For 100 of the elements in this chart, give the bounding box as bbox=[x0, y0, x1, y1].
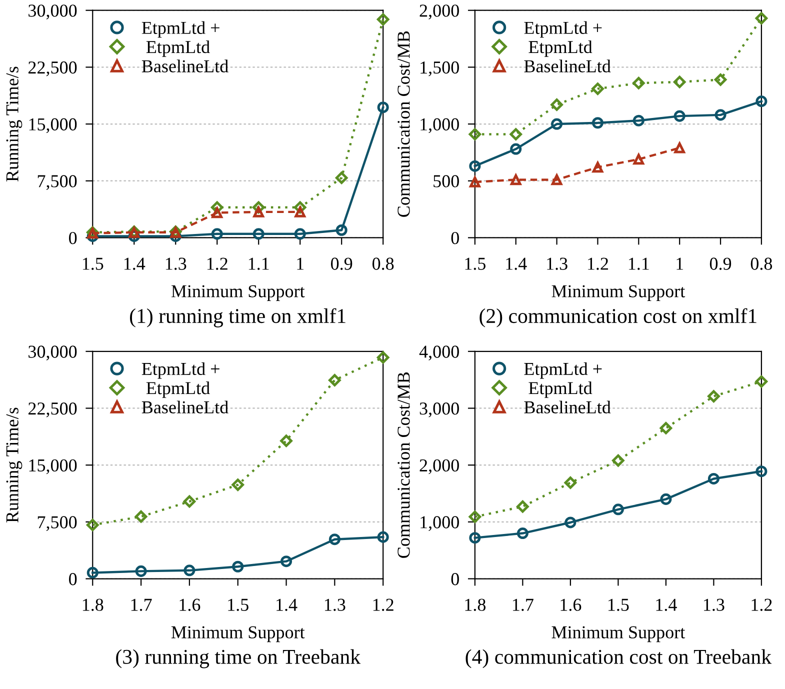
legend-label: EtpmLtd bbox=[146, 382, 210, 398]
x-tick-label: 1.6 bbox=[560, 598, 582, 611]
legend-label: EtpmLtd + bbox=[524, 21, 602, 38]
point bbox=[184, 564, 196, 576]
point bbox=[674, 142, 686, 154]
x-tick-label: 1.8 bbox=[82, 598, 104, 611]
point bbox=[708, 390, 720, 402]
text: (2) communication cost on xmlf1 bbox=[480, 308, 756, 328]
point bbox=[592, 82, 604, 95]
x-tick-label: 0.8 bbox=[372, 258, 394, 270]
point bbox=[335, 172, 348, 184]
point bbox=[211, 228, 223, 240]
x-tick-label: 1.4 bbox=[124, 258, 146, 270]
x-tick-label: 1.3 bbox=[324, 598, 346, 611]
y-axis-title: Running Time/s bbox=[6, 408, 22, 523]
y-tick-label: 7,500 bbox=[38, 516, 77, 531]
point bbox=[633, 154, 644, 165]
point bbox=[510, 128, 522, 140]
x-axis-title: Minimum Support bbox=[552, 626, 686, 642]
x-tick-label: 1.4 bbox=[506, 258, 527, 270]
y-tick-label: 15,000 bbox=[29, 459, 77, 474]
point bbox=[280, 434, 292, 447]
x-tick-label: 1.2 bbox=[373, 598, 394, 611]
point bbox=[592, 162, 604, 173]
point bbox=[232, 478, 244, 491]
point bbox=[660, 493, 672, 505]
y-tick-label: 7,500 bbox=[38, 175, 77, 190]
x-axis-title: Minimum Support bbox=[171, 626, 305, 642]
x-axis-title: Minimum Support bbox=[552, 285, 686, 302]
point bbox=[183, 495, 196, 508]
point bbox=[328, 534, 340, 546]
point bbox=[280, 556, 292, 568]
point bbox=[468, 128, 482, 140]
x-tick-label: 1.7 bbox=[131, 598, 152, 611]
point bbox=[714, 109, 726, 121]
point bbox=[564, 476, 577, 489]
legend-label: BaselineLtd bbox=[142, 60, 228, 72]
y-tick-label: 22,500 bbox=[28, 61, 77, 76]
y-tick-label: 4,000 bbox=[419, 346, 459, 360]
point bbox=[328, 374, 341, 386]
y-tick-label: 1,000 bbox=[420, 118, 459, 134]
y-tick-label: 22,500 bbox=[28, 402, 77, 418]
legend-label: BaselineLtd bbox=[524, 60, 611, 72]
text: (3) running time on Treebank bbox=[116, 649, 361, 668]
x-tick-label: 1.4 bbox=[656, 598, 677, 611]
point bbox=[755, 375, 768, 388]
x-tick-label: 1 bbox=[297, 258, 304, 270]
x-tick-label: 1.3 bbox=[166, 258, 186, 270]
point bbox=[612, 504, 624, 516]
point bbox=[377, 102, 389, 114]
point bbox=[86, 518, 99, 532]
point bbox=[516, 528, 528, 540]
point bbox=[294, 228, 306, 240]
legend-label: EtpmLtd bbox=[528, 40, 592, 57]
y-tick-label: 2,000 bbox=[420, 459, 459, 474]
point bbox=[564, 516, 576, 528]
legend-label: EtpmLtd bbox=[528, 382, 592, 398]
y-tick-label: 0 bbox=[451, 232, 459, 244]
legend-label: EtpmLtd bbox=[146, 40, 210, 57]
x-tick-label: 1.8 bbox=[465, 598, 486, 611]
y-tick-label: 0 bbox=[69, 232, 77, 244]
point bbox=[674, 110, 686, 122]
point bbox=[632, 114, 644, 126]
point bbox=[468, 510, 482, 523]
y-axis-title: Communication Cost/MB bbox=[398, 372, 410, 558]
y-tick-label: 1,000 bbox=[420, 516, 459, 531]
point bbox=[612, 454, 624, 467]
x-tick-label: 1 bbox=[676, 258, 684, 270]
point bbox=[376, 13, 390, 26]
x-tick-label: 1.4 bbox=[276, 598, 298, 611]
x-tick-label: 1.1 bbox=[628, 258, 649, 270]
y-tick-label: 0 bbox=[451, 573, 459, 586]
legend-label: EtpmLtd + bbox=[524, 362, 602, 379]
x-tick-label: 1.7 bbox=[512, 598, 534, 611]
y-tick-label: 30,000 bbox=[28, 4, 77, 20]
point bbox=[510, 143, 522, 155]
x-tick-label: 1.5 bbox=[82, 258, 104, 270]
legend-label: EtpmLtd + bbox=[142, 362, 220, 379]
y-tick-label: 2,000 bbox=[420, 4, 459, 20]
x-tick-label: 1.5 bbox=[228, 598, 248, 611]
x-tick-label: 0.9 bbox=[330, 258, 352, 270]
point bbox=[592, 117, 604, 129]
y-tick-label: 0 bbox=[69, 573, 77, 586]
point bbox=[551, 174, 562, 186]
x-tick-label: 1.5 bbox=[608, 598, 629, 611]
point bbox=[252, 228, 264, 240]
point bbox=[755, 12, 768, 24]
x-tick-label: 1.3 bbox=[547, 258, 568, 270]
point bbox=[510, 174, 522, 186]
x-tick-label: 1.6 bbox=[180, 598, 200, 611]
point bbox=[134, 510, 148, 523]
point bbox=[714, 74, 727, 86]
x-tick-label: 0.8 bbox=[750, 258, 772, 270]
point bbox=[336, 224, 348, 236]
point bbox=[551, 118, 563, 130]
y-tick-label: 1,500 bbox=[420, 61, 459, 76]
y-tick-label: 500 bbox=[434, 175, 459, 188]
x-tick-label: 0.9 bbox=[710, 258, 732, 270]
point bbox=[756, 96, 768, 108]
point bbox=[756, 466, 768, 478]
